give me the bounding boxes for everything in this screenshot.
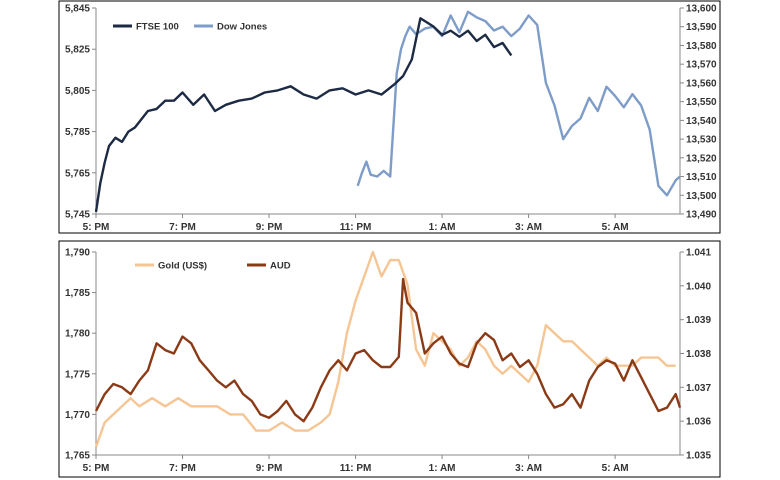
- x-tick-label: 5: PM: [83, 222, 110, 233]
- panel-frame: [58, 0, 721, 234]
- panel-frame: [58, 240, 721, 478]
- chart-panel-1: 5,745 5,765 5,785 5,805 5,825 5,845 13,490 13,5…: [58, 0, 721, 234]
- x-tick-label: 1: AM: [429, 222, 456, 233]
- legend-label: Gold (US$): [158, 261, 207, 272]
- x-tick-label: 11: PM: [340, 222, 372, 233]
- legend-entry: AUD: [247, 261, 291, 272]
- right-tick-label: 1.039: [686, 315, 711, 326]
- x-tick-label: 7: PM: [169, 222, 196, 233]
- legend-label: AUD: [270, 261, 291, 272]
- left-tick-label: 1,785: [65, 288, 90, 299]
- x-tick-label: 5: PM: [83, 463, 110, 474]
- x-tick-label: 3: AM: [515, 222, 542, 233]
- right-tick-label: 1.038: [686, 349, 711, 360]
- series-line-gold-us: [94, 250, 676, 448]
- left-tick-label: 5,785: [65, 127, 90, 138]
- left-tick-label: 5,825: [65, 45, 90, 56]
- legend-label: Dow Jones: [217, 22, 267, 33]
- right-tick-label: 13,580: [686, 41, 717, 52]
- x-tick-label: 1: AM: [429, 463, 456, 474]
- left-tick-label: 1,780: [65, 329, 90, 340]
- right-tick-label: 13,490: [686, 210, 717, 221]
- right-tick-label: 1.037: [686, 383, 711, 394]
- left-tick-label: 1,790: [65, 248, 90, 259]
- x-tick-label: 5: AM: [602, 222, 629, 233]
- x-tick-label: 9: PM: [256, 463, 283, 474]
- right-tick-label: 13,500: [686, 191, 717, 202]
- series-line-ftse-100: [94, 17, 513, 213]
- left-tick-label: 1,770: [65, 410, 90, 421]
- right-tick-label: 13,520: [686, 153, 717, 164]
- right-tick-label: 13,570: [686, 60, 717, 71]
- left-tick-label: 1,765: [65, 451, 90, 462]
- x-tick-label: 7: PM: [169, 463, 196, 474]
- left-tick-label: 1,775: [65, 369, 90, 380]
- right-tick-label: 13,510: [686, 172, 717, 183]
- right-tick-label: 13,540: [686, 116, 717, 127]
- right-tick-label: 13,600: [686, 4, 717, 15]
- legend-entry: FTSE 100: [113, 22, 179, 33]
- left-tick-label: 5,765: [65, 168, 90, 179]
- right-tick-label: 1.041: [686, 248, 711, 259]
- right-tick-label: 13,530: [686, 135, 717, 146]
- right-tick-label: 13,560: [686, 78, 717, 89]
- right-tick-label: 1.036: [686, 417, 711, 428]
- x-tick-label: 11: PM: [340, 463, 372, 474]
- left-tick-label: 5,805: [65, 86, 90, 97]
- chart-panel-2: 1,765 1,770 1,775 1,780 1,785 1,790 1.035 1.036…: [58, 240, 721, 478]
- left-tick-label: 5,745: [65, 210, 90, 221]
- legend-entry: Gold (US$): [135, 261, 207, 272]
- series-line-dow-jones: [356, 10, 681, 197]
- legend-label: FTSE 100: [136, 22, 179, 33]
- x-tick-label: 3: AM: [515, 463, 542, 474]
- x-tick-label: 9: PM: [256, 222, 283, 233]
- right-tick-label: 1.035: [686, 451, 711, 462]
- x-tick-label: 5: AM: [602, 463, 629, 474]
- series-line-aud: [94, 277, 682, 423]
- right-tick-label: 1.040: [686, 281, 711, 292]
- right-tick-label: 13,590: [686, 22, 717, 33]
- right-tick-label: 13,550: [686, 97, 717, 108]
- left-tick-label: 5,845: [65, 4, 90, 15]
- legend-entry: Dow Jones: [194, 22, 267, 33]
